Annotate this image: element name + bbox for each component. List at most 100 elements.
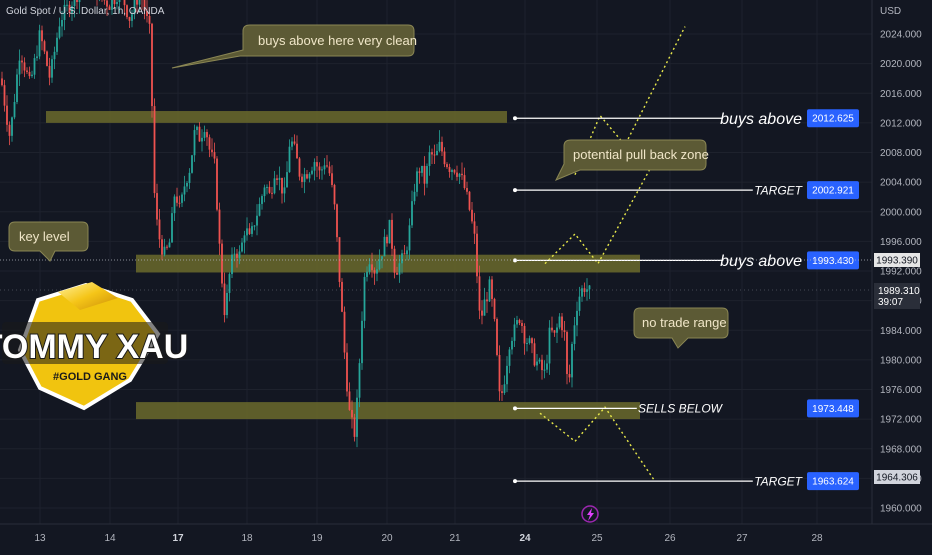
candle-body: [346, 353, 348, 392]
candle-body: [266, 187, 268, 188]
candle-body: [356, 398, 358, 437]
zone-rect: [46, 111, 507, 123]
logo-tag: #GOLD GANG: [53, 371, 127, 383]
price-tick: 2012.000: [880, 118, 922, 129]
candle-body: [586, 289, 588, 292]
candle-body: [421, 166, 423, 173]
candle-body: [246, 228, 248, 235]
candle-body: [116, 2, 118, 4]
time-axis-bg: [0, 524, 932, 550]
crosshair-price-tag: 1993.390: [874, 253, 920, 267]
candle-body: [289, 147, 291, 172]
candle-body: [196, 127, 198, 130]
candle-body: [261, 196, 263, 204]
candle-body: [471, 210, 473, 222]
candle-body: [9, 125, 11, 136]
candle-body: [241, 243, 243, 252]
candle-body: [119, 0, 121, 2]
candle-body: [339, 237, 341, 282]
candle-body: [254, 226, 256, 227]
crosshair-price-text: 1993.390: [876, 256, 918, 267]
candle-body: [484, 299, 486, 315]
candle-body: [579, 297, 581, 311]
candle-body: [581, 288, 583, 296]
candle-body: [426, 166, 428, 184]
candle-body: [404, 253, 406, 254]
candle-body: [61, 20, 63, 26]
candle-body: [279, 178, 281, 180]
candle-body: [501, 391, 503, 393]
candle-body: [291, 141, 293, 146]
candle-body: [271, 193, 273, 194]
countdown-text: 39:07: [878, 297, 903, 308]
candle-body: [386, 237, 388, 243]
candle-body: [176, 197, 178, 203]
level-price-text: 2002.921: [812, 186, 854, 197]
candle-body: [396, 273, 398, 275]
candle-body: [189, 173, 191, 183]
candle-body: [186, 183, 188, 186]
candle-body: [231, 255, 233, 274]
candle-body: [306, 174, 308, 178]
candle-body: [474, 221, 476, 233]
candle-body: [361, 321, 363, 363]
date-label: 28: [811, 533, 823, 544]
date-label: 14: [104, 533, 116, 544]
candle-body: [244, 235, 246, 242]
candle-body: [264, 187, 266, 196]
price-tick: 1972.000: [880, 415, 922, 426]
candle-body: [461, 174, 463, 175]
price-tick: 1992.000: [880, 267, 922, 278]
candle-body: [166, 247, 168, 248]
candle-body: [434, 154, 436, 155]
candle-body: [466, 188, 468, 192]
candle-body: [524, 326, 526, 344]
candle-body: [54, 52, 56, 59]
candle-body: [566, 332, 568, 374]
candle-body: [149, 16, 151, 24]
candle-body: [336, 204, 338, 237]
candle-body: [411, 201, 413, 225]
candle-body: [226, 293, 228, 315]
candle-body: [324, 165, 326, 169]
candle-body: [381, 256, 383, 259]
bubble-no-trade-text: no trade range: [642, 315, 727, 330]
candle-body: [199, 127, 201, 142]
candle-body: [374, 270, 376, 273]
date-label: 21: [449, 533, 461, 544]
candle-body: [341, 282, 343, 312]
level-label: SELLS BELOW: [638, 402, 724, 416]
candle-body: [354, 417, 356, 436]
candle-body: [24, 62, 26, 70]
candle-body: [224, 284, 226, 316]
candle-body: [511, 341, 513, 350]
date-label: 27: [736, 533, 748, 544]
candle-body: [574, 325, 576, 344]
candle-body: [486, 299, 488, 301]
candle-body: [156, 193, 158, 219]
candle-body: [301, 177, 303, 182]
candle-body: [529, 338, 531, 343]
candle-body: [519, 320, 521, 323]
candle-body: [296, 144, 298, 159]
candle-body: [499, 355, 501, 391]
candle-body: [164, 247, 166, 255]
candle-body: [549, 328, 551, 364]
candle-body: [181, 195, 183, 203]
candle-body: [551, 328, 553, 331]
candle-body: [364, 277, 366, 321]
candle-body: [329, 166, 331, 173]
price-tick: 2008.000: [880, 148, 922, 159]
candle-body: [424, 166, 426, 184]
candle-body: [371, 264, 373, 270]
candle-body: [506, 366, 508, 384]
candle-body: [304, 174, 306, 182]
candle-body: [169, 242, 171, 247]
price-tick: 2000.000: [880, 207, 922, 218]
price-tick: 2020.000: [880, 59, 922, 70]
candle-body: [191, 155, 193, 173]
date-label: 26: [664, 533, 676, 544]
candle-body: [556, 327, 558, 332]
